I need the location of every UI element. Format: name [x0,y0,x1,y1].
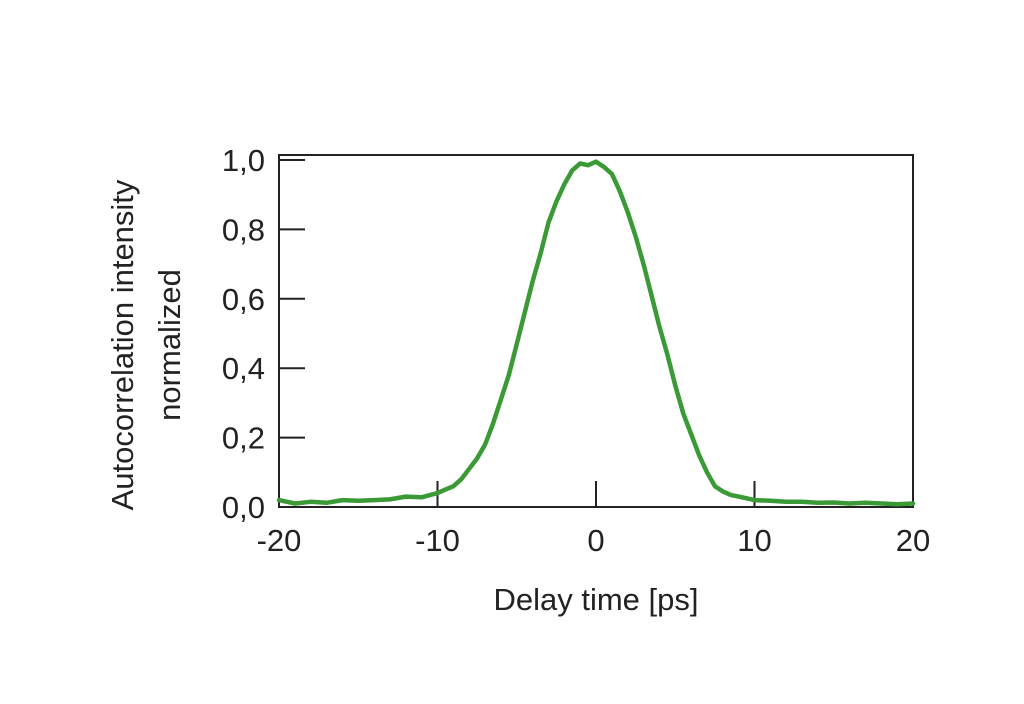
x-tick-label: 10 [737,523,771,558]
x-axis-title: Delay time [ps] [493,582,698,617]
y-tick-label: 0,6 [222,282,265,317]
y-tick-label: 0,2 [222,421,265,456]
y-axis-title-line-1: Autocorrelation intensity [105,179,140,510]
y-tick-label: 0,8 [222,212,265,247]
y-tick-label: 0,0 [222,490,265,525]
x-tick-label: 0 [587,523,604,558]
plot-frame [278,154,914,508]
y-axis-title-line-2: normalized [152,269,187,421]
x-axis: -20 -10 0 10 20 [257,481,930,558]
series-line [276,159,916,507]
x-tick-label: -10 [415,523,460,558]
y-tick-label: 1,0 [222,143,265,178]
y-axis: 0,0 0,2 0,4 0,6 0,8 1,0 [222,143,305,525]
y-tick-label: 0,4 [222,351,265,386]
x-tick-label: -20 [257,523,302,558]
x-tick-label: 20 [896,523,930,558]
